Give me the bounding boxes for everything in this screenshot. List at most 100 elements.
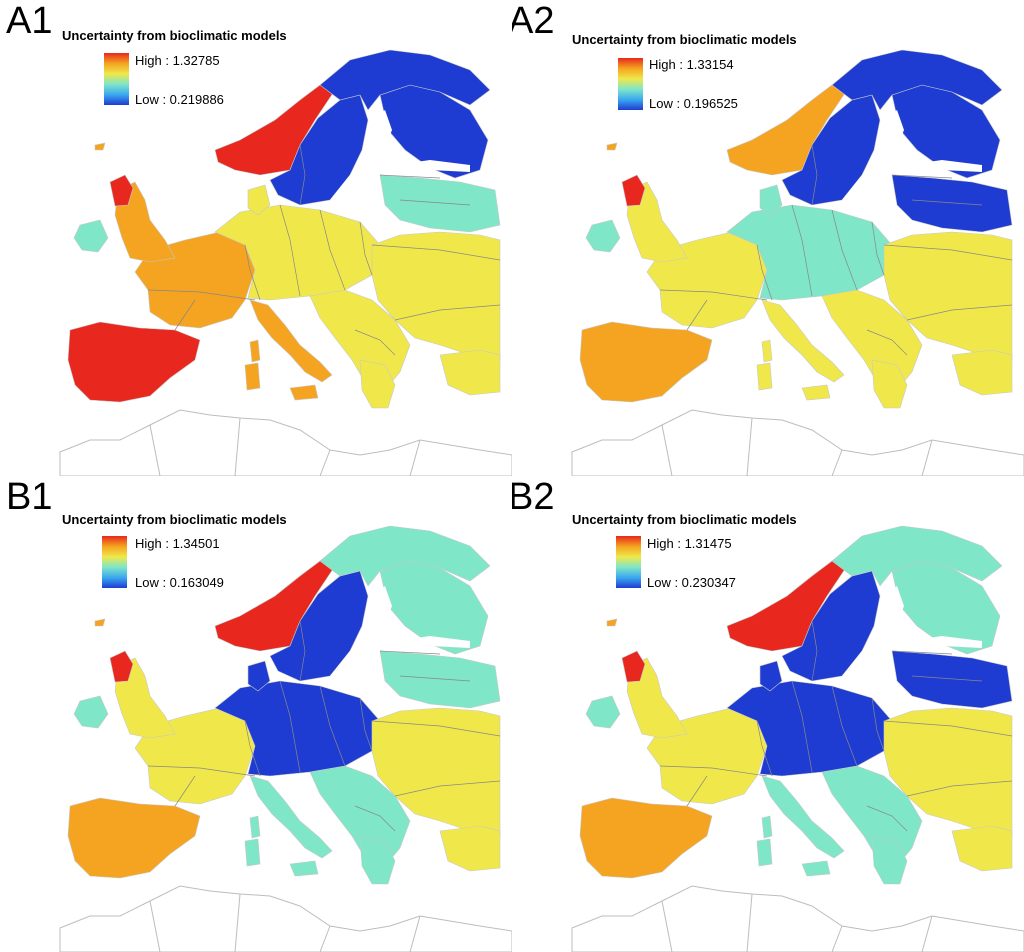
country-border [911, 199, 983, 206]
gulf-of-finland [395, 160, 470, 172]
region-sicily [801, 860, 831, 877]
region-scotland [109, 174, 134, 207]
country-border [299, 144, 306, 206]
europe-map [59, 525, 512, 952]
gulf-of-finland [907, 160, 982, 172]
country-border [921, 439, 933, 476]
region-turkey [951, 825, 1013, 872]
region-scandinavia-west [726, 84, 848, 176]
region-scandinavia-west [214, 560, 336, 652]
gulf-of-finland [907, 636, 982, 648]
country-border [871, 697, 885, 752]
country-border [891, 174, 953, 179]
region-denmark [247, 184, 271, 216]
country-border [746, 893, 753, 952]
country-border [746, 417, 753, 476]
region-sardinia [756, 838, 773, 867]
country-border [371, 244, 501, 261]
region-scandinavia-west [726, 560, 848, 652]
region-greece [359, 359, 396, 409]
country-border [911, 675, 983, 682]
region-denmark [247, 660, 271, 692]
gulf-of-finland [395, 636, 470, 648]
country-border [866, 329, 908, 356]
country-border [359, 221, 373, 276]
region-north-cap [319, 49, 491, 111]
region-iceland-dot [606, 618, 618, 627]
region-sardinia [244, 838, 261, 867]
region-sicily [801, 384, 831, 401]
north-africa-outline [59, 885, 512, 952]
country-border [279, 680, 301, 773]
country-border [149, 424, 161, 476]
region-central-europe [726, 204, 893, 301]
region-britain [114, 657, 176, 739]
country-border [661, 900, 673, 952]
country-border [661, 424, 673, 476]
country-border [831, 685, 858, 767]
legend-high-label: High : 1.33154 [649, 57, 734, 72]
region-greece [359, 835, 396, 885]
country-border [319, 925, 331, 952]
region-iceland-dot [94, 142, 106, 151]
region-sardinia [244, 362, 261, 391]
region-ireland [73, 219, 109, 253]
region-denmark [759, 184, 783, 216]
country-border [686, 299, 708, 331]
legend-title: Uncertainty from bioclimatic models [62, 28, 287, 43]
legend-high-label: High : 1.34501 [135, 536, 220, 551]
map-panel-b2: B2 Uncertainty from bioclimatic models H… [512, 476, 1024, 952]
legend-color-ramp [616, 536, 641, 588]
country-border [354, 329, 396, 356]
country-border [174, 775, 196, 807]
europe-map [59, 49, 512, 476]
region-baltics [891, 174, 1013, 233]
country-border [883, 244, 1013, 261]
country-border [299, 620, 306, 682]
legend-color-ramp [104, 53, 129, 105]
legend-low-label: Low : 0.163049 [135, 575, 224, 590]
region-ireland [73, 695, 109, 729]
legend-low-label: Low : 0.230347 [647, 575, 736, 590]
country-border [756, 244, 773, 301]
legend-high-label: High : 1.32785 [135, 53, 220, 68]
north-africa-outline [571, 409, 1024, 476]
country-border [359, 697, 373, 752]
baltic-sea [330, 110, 392, 212]
legend-title: Uncertainty from bioclimatic models [62, 512, 287, 527]
region-scotland [621, 650, 646, 683]
region-central-europe [214, 204, 381, 301]
country-border [244, 720, 261, 777]
country-border [891, 650, 953, 655]
region-italy [249, 299, 333, 383]
country-border [319, 449, 331, 476]
panel-label: B1 [6, 476, 53, 518]
europe-map [571, 49, 1024, 476]
region-italy [249, 775, 333, 859]
country-border [371, 720, 501, 737]
country-border [379, 650, 441, 655]
country-border [319, 209, 346, 291]
legend-color-ramp [618, 58, 643, 110]
country-border [234, 893, 241, 952]
north-africa-outline [571, 885, 1024, 952]
region-corsica [249, 339, 261, 363]
region-scotland [109, 650, 134, 683]
region-iberia [579, 321, 713, 403]
region-central-europe [726, 680, 893, 777]
legend-title: Uncertainty from bioclimatic models [572, 32, 797, 47]
map-panel-a2: A2 Uncertainty from bioclimatic models H… [512, 0, 1024, 476]
country-border [149, 900, 161, 952]
legend-low-label: Low : 0.219886 [135, 92, 224, 107]
region-corsica [761, 339, 773, 363]
region-sardinia [756, 362, 773, 391]
country-border [147, 289, 256, 301]
country-border [811, 144, 818, 206]
country-border [811, 620, 818, 682]
baltic-sea [842, 586, 904, 688]
region-baltics [891, 650, 1013, 709]
region-iberia [67, 321, 201, 403]
region-britain [114, 181, 176, 263]
region-ireland [585, 219, 621, 253]
country-border [831, 449, 843, 476]
